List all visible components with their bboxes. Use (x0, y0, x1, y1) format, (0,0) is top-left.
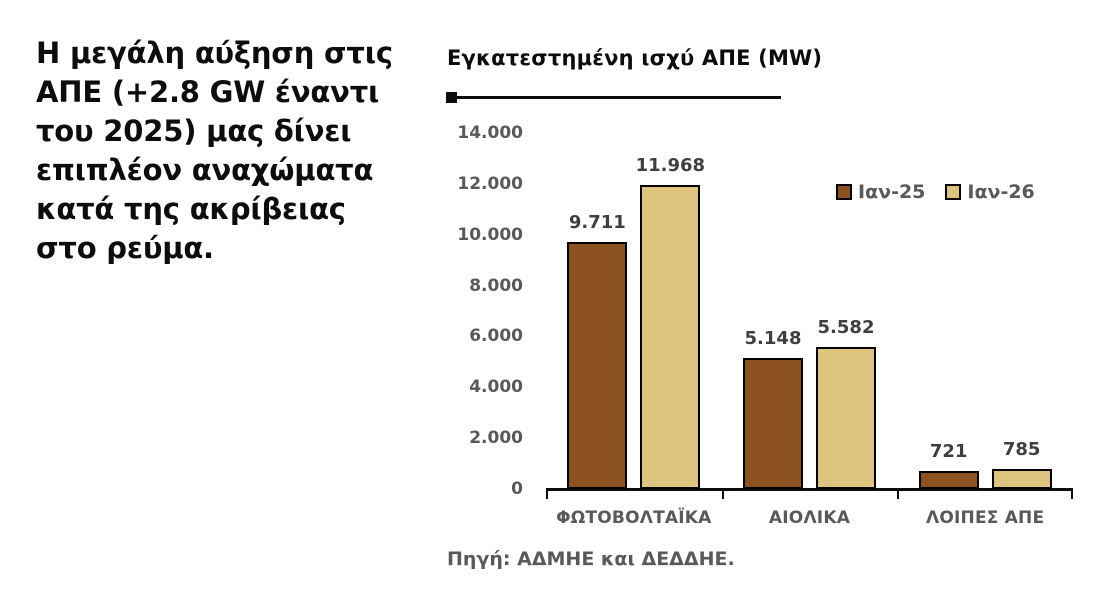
bar (918, 470, 979, 489)
bar-value-label: 9.711 (568, 212, 626, 234)
legend-swatch-icon (836, 184, 852, 200)
axis-tick (721, 491, 724, 499)
headline-line-1: Η μεγάλη αύξηση στις (36, 36, 393, 70)
source-note: Πηγή: ΑΔΜΗΕ και ΔΕΔΔΗΕ. (447, 548, 735, 570)
y-tick-label: 6.000 (469, 326, 523, 347)
bar-value-label: 785 (1002, 439, 1041, 461)
x-category-label: ΦΩΤΟΒΟΛΤΑΪΚΑ (556, 508, 712, 528)
y-tick-label: 14.000 (457, 123, 523, 143)
y-tick-label: 4.000 (469, 377, 523, 398)
bar-value-label: 5.582 (817, 317, 875, 339)
bar (640, 184, 701, 489)
title-underline (446, 92, 781, 103)
axis-tick (897, 491, 900, 499)
axis-tick (1071, 491, 1073, 499)
legend-swatch-icon (945, 184, 962, 200)
y-axis-labels: 0 2.000 4.000 6.000 8.000 10.000 12.000 14.000 (420, 123, 523, 499)
bar (991, 469, 1052, 489)
y-tick-label: 2.000 (469, 428, 523, 449)
bar (567, 242, 628, 489)
bar-value-label: 11.968 (635, 154, 706, 176)
bar (743, 358, 803, 489)
bar (816, 347, 876, 489)
legend-item: Ιαν-26 (945, 181, 1035, 203)
x-category-label: ΛΟΙΠΕΣ ΑΠΕ (926, 508, 1045, 528)
legend-label: Ιαν-25 (858, 181, 926, 203)
headline-text: Η μεγάλη αύξηση στις ΑΠΕ (+2.8 GW έναντι… (36, 34, 436, 268)
bar-value-label: 5.148 (744, 328, 802, 350)
y-tick-label: 0 (511, 479, 523, 499)
headline-line-6: στο ρεύμα. (36, 231, 214, 265)
legend-item: Ιαν-25 (836, 181, 925, 203)
y-tick-label: 8.000 (469, 275, 523, 296)
x-category-label: ΑΙΟΛΙΚΑ (768, 508, 851, 528)
plot-area: 9.711 11.968 5.148 5.582 721 785 (546, 133, 1073, 499)
headline-line-5: κατά της ακρίβειας (36, 192, 346, 226)
bar-value-label: 721 (929, 440, 968, 462)
headline-line-3: του 2025) μας δίνει (36, 114, 352, 148)
legend-label: Ιαν-26 (967, 181, 1035, 203)
underline-square-marker (446, 92, 457, 103)
x-axis-line (546, 488, 1073, 491)
chart-legend: Ιαν-25 Ιαν-26 (836, 181, 1035, 203)
headline-line-2: ΑΠΕ (+2.8 GW έναντι (36, 75, 380, 109)
y-tick-label: 12.000 (457, 173, 523, 194)
chart-title: Εγκατεστημένη ισχύ ΑΠΕ (MW) (447, 46, 823, 70)
axis-tick (546, 491, 548, 499)
y-tick-label: 10.000 (457, 224, 523, 245)
x-axis-labels: ΦΩΤΟΒΟΛΤΑΪΚΑ ΑΙΟΛΙΚΑ ΛΟΙΠΕΣ ΑΠΕ (546, 506, 1073, 530)
headline-line-4: επιπλέον αναχώματα (36, 153, 374, 187)
